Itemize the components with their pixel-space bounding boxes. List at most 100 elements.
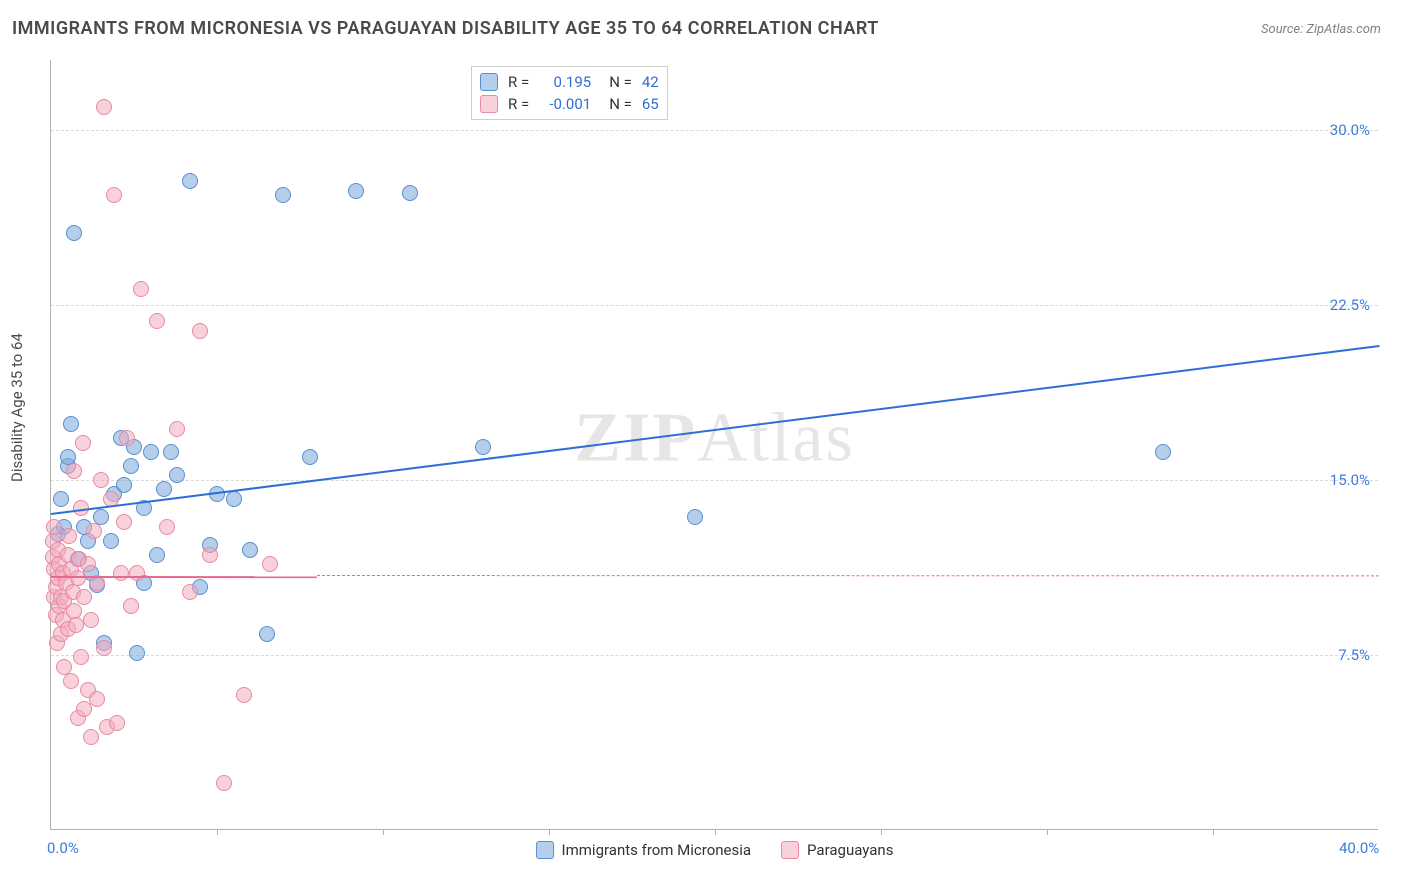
r-prefix: R =: [508, 95, 529, 113]
data-point: [163, 444, 179, 460]
watermark: ZIPAtlas: [574, 398, 854, 478]
data-point: [129, 565, 145, 581]
trend-line-dashed: [317, 575, 1379, 576]
gridline: [51, 305, 1378, 306]
series-legend: Immigrants from Micronesia Paraguayans: [536, 841, 894, 859]
r-value: 0.195: [539, 73, 591, 91]
data-point: [83, 729, 99, 745]
data-point: [96, 640, 112, 656]
stats-legend: R = 0.195 N = 42 R = -0.001 N = 65: [471, 66, 668, 120]
x-tick-mark: [881, 829, 882, 835]
x-tick-mark: [1213, 829, 1214, 835]
data-point: [119, 430, 135, 446]
chart-title: IMMIGRANTS FROM MICRONESIA VS PARAGUAYAN…: [12, 18, 879, 39]
n-value: 65: [642, 95, 659, 113]
data-point: [262, 556, 278, 572]
data-point: [192, 323, 208, 339]
x-tick-mark: [217, 829, 218, 835]
data-point: [116, 477, 132, 493]
y-tick-label: 15.0%: [1330, 471, 1370, 489]
legend-label: Immigrants from Micronesia: [562, 841, 752, 859]
data-point: [242, 542, 258, 558]
data-point: [302, 449, 318, 465]
data-point: [129, 645, 145, 661]
legend-item: Immigrants from Micronesia: [536, 841, 752, 859]
data-point: [159, 519, 175, 535]
n-value: 42: [642, 73, 659, 91]
legend-label: Paraguayans: [807, 841, 893, 859]
y-tick-label: 30.0%: [1330, 121, 1370, 139]
x-tick-mark: [383, 829, 384, 835]
data-point: [169, 467, 185, 483]
plot-area: ZIPAtlas 15.0%30.0%7.5%22.5%0.0%40.0%R =…: [50, 60, 1378, 830]
chart-container: IMMIGRANTS FROM MICRONESIA VS PARAGUAYAN…: [0, 0, 1406, 892]
data-point: [73, 649, 89, 665]
r-prefix: R =: [508, 73, 529, 91]
data-point: [103, 533, 119, 549]
data-point: [226, 491, 242, 507]
legend-swatch: [781, 841, 799, 859]
data-point: [96, 99, 112, 115]
data-point: [402, 185, 418, 201]
y-tick-label: 22.5%: [1330, 296, 1370, 314]
data-point: [113, 565, 129, 581]
data-point: [53, 491, 69, 507]
data-point: [116, 514, 132, 530]
x-tick-label: 40.0%: [1339, 839, 1379, 857]
data-point: [46, 519, 62, 535]
data-point: [86, 523, 102, 539]
data-point: [63, 673, 79, 689]
source-label: Source: ZipAtlas.com: [1261, 22, 1381, 37]
data-point: [259, 626, 275, 642]
data-point: [143, 444, 159, 460]
legend-swatch: [480, 73, 498, 91]
data-point: [89, 691, 105, 707]
data-point: [687, 509, 703, 525]
data-point: [1155, 444, 1171, 460]
data-point: [275, 187, 291, 203]
x-tick-mark: [1047, 829, 1048, 835]
watermark-thin: Atlas: [697, 399, 855, 476]
trend-line: [51, 576, 317, 578]
legend-swatch: [480, 95, 498, 113]
stats-legend-row: R = 0.195 N = 42: [480, 71, 659, 93]
data-point: [109, 715, 125, 731]
data-point: [133, 281, 149, 297]
gridline: [51, 130, 1378, 131]
data-point: [66, 225, 82, 241]
legend-item: Paraguayans: [781, 841, 893, 859]
data-point: [348, 183, 364, 199]
data-point: [216, 775, 232, 791]
gridline: [51, 480, 1378, 481]
legend-swatch: [536, 841, 554, 859]
stats-legend-row: R = -0.001 N = 65: [480, 93, 659, 115]
data-point: [63, 416, 79, 432]
n-prefix: N =: [609, 95, 632, 113]
data-point: [106, 187, 122, 203]
x-tick-label: 0.0%: [47, 839, 79, 857]
data-point: [169, 421, 185, 437]
data-point: [66, 463, 82, 479]
n-prefix: N =: [609, 73, 632, 91]
data-point: [182, 584, 198, 600]
r-value: -0.001: [539, 95, 591, 113]
y-axis-label: Disability Age 35 to 64: [8, 333, 26, 482]
watermark-bold: ZIP: [574, 399, 697, 476]
data-point: [61, 528, 77, 544]
data-point: [68, 617, 84, 633]
data-point: [475, 439, 491, 455]
x-tick-mark: [715, 829, 716, 835]
data-point: [80, 556, 96, 572]
trend-line: [51, 345, 1379, 515]
data-point: [83, 612, 99, 628]
data-point: [182, 173, 198, 189]
gridline: [51, 655, 1378, 656]
data-point: [93, 472, 109, 488]
data-point: [76, 589, 92, 605]
data-point: [156, 481, 172, 497]
data-point: [236, 687, 252, 703]
y-tick-label: 7.5%: [1338, 646, 1370, 664]
data-point: [123, 458, 139, 474]
data-point: [202, 547, 218, 563]
data-point: [149, 313, 165, 329]
